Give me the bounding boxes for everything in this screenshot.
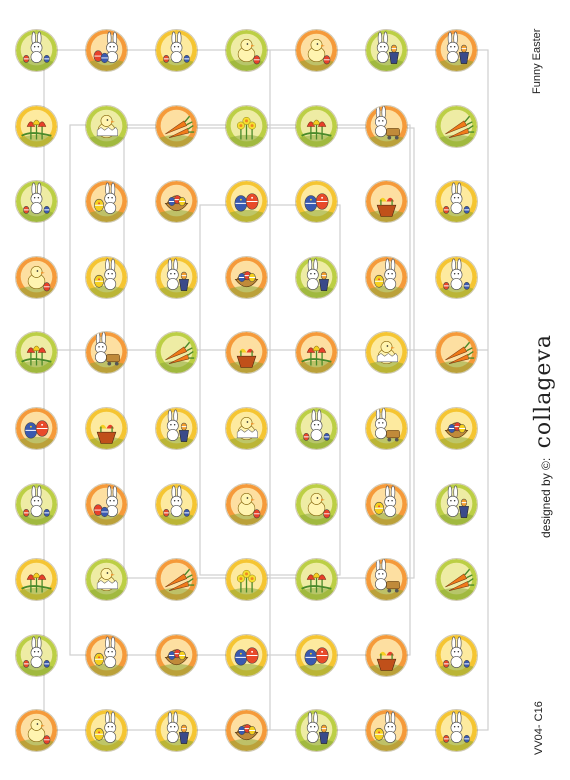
bunny-wagon-circle-icon (364, 104, 408, 148)
painted-eggs-circle-icon (14, 407, 58, 450)
painted-eggs-circle-icon (294, 180, 338, 224)
bunny-bucket-circle-icon (294, 255, 338, 299)
carrots-circle-icon (434, 331, 478, 375)
designer-credit: designed by ©: collageva (531, 334, 556, 538)
painted-eggs-circle-icon (224, 180, 268, 224)
bunny-egg-circle-icon (84, 180, 128, 224)
bunny-bucket-circle-icon (364, 29, 408, 72)
chick-circle-icon (294, 482, 338, 526)
tulips-circle-icon (294, 331, 338, 375)
bunny-sitting-circle-icon (14, 180, 58, 224)
daffodils-circle-icon (224, 558, 268, 602)
bunny-bucket-circle-icon (434, 29, 478, 72)
flower-pot-circle-icon (364, 633, 408, 677)
painted-eggs-circle-icon (224, 633, 268, 677)
bunny-dancing-circle-icon (154, 482, 198, 526)
daffodils-circle-icon (224, 104, 268, 148)
bunny-egg-circle-icon (84, 633, 128, 677)
flower-pot-circle-icon (84, 407, 128, 450)
bunny-bucket-circle-icon (154, 709, 198, 753)
chick-circle-icon (14, 709, 58, 753)
bunny-eggs-circle-icon (84, 482, 128, 526)
egg-basket-circle-icon (224, 255, 268, 299)
credit-prefix: designed by ©: (539, 457, 553, 538)
bunny-egg-circle-icon (84, 709, 128, 753)
tulips-circle-icon (294, 104, 338, 148)
bunny-basket-circle-icon (14, 29, 58, 72)
bunny-dancing-circle-icon (434, 255, 478, 299)
bunny-egg-circle-icon (364, 709, 408, 753)
carrots-circle-icon (154, 104, 198, 148)
chick-circle-icon (224, 29, 268, 72)
flower-pot-circle-icon (364, 180, 408, 224)
chick-egg-circle-icon (84, 558, 128, 602)
egg-basket-circle-icon (434, 407, 478, 450)
bunny-egg-circle-icon (364, 255, 408, 299)
egg-basket-circle-icon (154, 633, 198, 677)
bunny-dancing-circle-icon (434, 709, 478, 753)
bunny-bucket-circle-icon (294, 709, 338, 753)
chick-circle-icon (294, 29, 338, 72)
bunny-bucket-circle-icon (154, 407, 198, 450)
chick-circle-icon (224, 482, 268, 526)
chick-circle-icon (14, 255, 58, 299)
bunny-sitting-circle-icon (434, 633, 478, 677)
carrots-circle-icon (434, 558, 478, 602)
bunny-egg-circle-icon (84, 255, 128, 299)
bunny-wagon-circle-icon (364, 407, 408, 450)
brand-logo: collageva (531, 334, 556, 449)
bunny-sitting-circle-icon (434, 180, 478, 224)
bunny-dancing-circle-icon (154, 29, 198, 72)
bunny-egg-circle-icon (364, 482, 408, 526)
bunny-wagon-circle-icon (84, 331, 128, 375)
chick-egg-circle-icon (224, 407, 268, 450)
tulips-circle-icon (14, 331, 58, 375)
flower-pot-circle-icon (224, 331, 268, 375)
tulips-circle-icon (14, 558, 58, 602)
painted-eggs-circle-icon (294, 633, 338, 677)
bunny-wagon-circle-icon (364, 558, 408, 602)
sheet-code: VV04- C16 (533, 701, 545, 755)
carrots-circle-icon (434, 104, 478, 148)
bunny-eggs-circle-icon (84, 29, 128, 72)
tulips-circle-icon (294, 558, 338, 602)
chick-egg-circle-icon (84, 104, 128, 148)
chick-egg-circle-icon (364, 331, 408, 375)
sheet-title: Funny Easter (531, 28, 543, 94)
bunny-bucket-circle-icon (154, 255, 198, 299)
egg-basket-circle-icon (224, 709, 268, 753)
bunny-sitting-circle-icon (14, 633, 58, 677)
bunny-bucket-circle-icon (434, 482, 478, 526)
carrots-circle-icon (154, 331, 198, 375)
tulips-circle-icon (14, 104, 58, 148)
carrots-circle-icon (154, 558, 198, 602)
egg-basket-circle-icon (154, 180, 198, 224)
bunny-sitting-circle-icon (294, 407, 338, 450)
bunny-basket-circle-icon (14, 482, 58, 526)
